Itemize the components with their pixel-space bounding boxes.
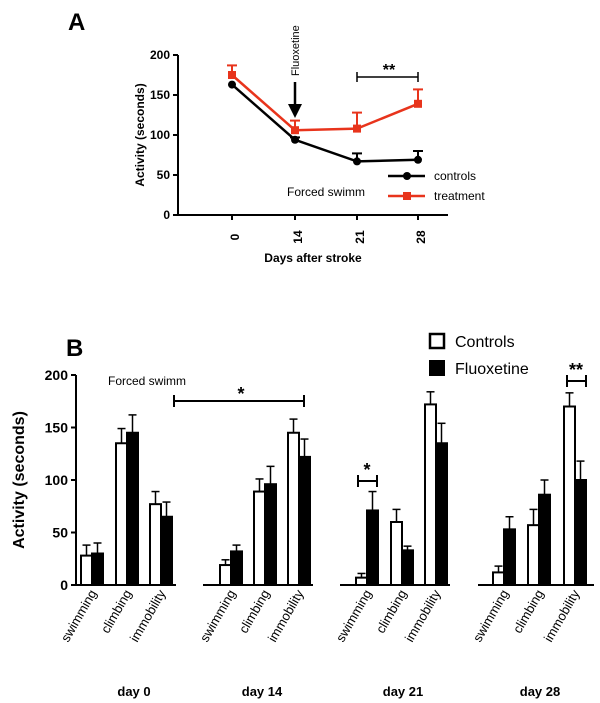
panel-b-category-label: swimming xyxy=(197,587,239,645)
panel-b-category-label: immobility xyxy=(541,587,583,645)
panel-b-controls-bar xyxy=(563,405,576,586)
panel-b-controls-bar xyxy=(527,524,540,587)
panel-b-legend-controls-swatch xyxy=(428,332,446,350)
panel-a-controls-point xyxy=(228,80,236,89)
panel-a-fluoxetine-label: Fluoxetine xyxy=(290,25,302,76)
panel-b-controls-bar xyxy=(424,403,437,586)
panel-b-y-tick-label: 50 xyxy=(52,525,68,541)
panel-a-fluoxetine-arrow-head xyxy=(288,104,302,118)
panel-b-category-label: swimming xyxy=(333,587,375,645)
panel-a-x-axis-label: Days after stroke xyxy=(264,251,362,265)
panel-a-controls-point xyxy=(291,135,299,144)
panel-b-controls-bar xyxy=(390,521,403,586)
panel-b-controls-bar xyxy=(219,564,232,586)
panel-b-category-label: climbing xyxy=(373,587,410,636)
panel-b-controls-bar xyxy=(80,554,93,586)
panel-b-fluoxetine-bar xyxy=(538,493,551,587)
panel-a-controls-point xyxy=(414,155,422,164)
panel-b-y-tick-label: 150 xyxy=(45,420,69,436)
panel-b-day-label: day 0 xyxy=(117,684,150,699)
panel-b-y-tick-label: 100 xyxy=(45,472,69,488)
panel-b-significance-label: * xyxy=(363,460,370,480)
panel-b-fluoxetine-bar xyxy=(126,431,139,586)
panel-a-annotation: Forced swimm xyxy=(287,185,365,199)
panel-b-day-label: day 14 xyxy=(242,684,283,699)
panel-a-x-tick-label: 0 xyxy=(228,233,242,240)
panel-b-fluoxetine-bar xyxy=(401,549,414,586)
panel-b-fluoxetine-bar xyxy=(160,515,173,586)
panel-a-y-tick-label: 50 xyxy=(157,168,171,182)
panel-b-significance-label: * xyxy=(237,384,244,404)
panel-b-legend-controls-label: Controls xyxy=(455,334,515,351)
panel-b-controls-bar xyxy=(115,442,128,586)
panel-b-controls-bar xyxy=(253,490,266,586)
panel-b-fluoxetine-bar xyxy=(91,552,104,586)
panel-a-y-axis-label: Activity (seconds) xyxy=(133,83,147,186)
panel-a-y-tick-label: 100 xyxy=(150,128,170,142)
panel-b-day-label: day 28 xyxy=(520,684,560,699)
panel-a-treatment-point xyxy=(291,126,299,135)
panel-a-controls-point xyxy=(353,157,361,166)
panel-b-day-label: day 21 xyxy=(383,684,423,699)
panel-b-controls-bar xyxy=(149,503,162,586)
panel-b-annotation: Forced swimm xyxy=(108,374,186,388)
panel-b-fluoxetine-bar xyxy=(264,483,277,587)
panel-b-fluoxetine-bar xyxy=(366,509,379,587)
panel-a-x-tick-label: 28 xyxy=(414,230,428,244)
panel-b-category-label: swimming xyxy=(58,587,100,645)
panel-b-category-label: swimming xyxy=(470,587,512,645)
panel-b-category-label: climbing xyxy=(98,587,135,636)
panel-a-treatment-line xyxy=(231,74,419,132)
panel-b-category-label: climbing xyxy=(236,587,273,636)
panel-a-y-tick-label: 0 xyxy=(163,208,170,222)
panel-a-y-tick-label: 150 xyxy=(150,88,170,102)
panel-a-x-tick-label: 14 xyxy=(291,230,305,244)
panel-b-fluoxetine-bar xyxy=(503,528,516,586)
panel-a-treatment-point xyxy=(353,124,361,133)
panel-b-controls-bar xyxy=(355,576,368,587)
panel-a-controls-line xyxy=(231,83,419,163)
panel-b-controls-bar xyxy=(492,571,505,587)
panel-b-y-tick-label: 200 xyxy=(45,367,69,383)
panel-b-y-tick-label: 0 xyxy=(60,577,68,593)
panel-b-fluoxetine-bar xyxy=(230,550,243,587)
panel-b-legend-fluoxetine-label: Fluoxetine xyxy=(455,361,529,378)
panel-a-treatment-point xyxy=(414,99,422,108)
panel-b-letter: B xyxy=(66,335,83,362)
panel-a-treatment-point xyxy=(228,71,236,79)
panel-b-fluoxetine-bar xyxy=(574,479,587,586)
panel-a-legend-treatment-label: treatment xyxy=(434,189,485,203)
panel-a-significance-label: ** xyxy=(383,62,396,79)
panel-a-legend-treatment-marker xyxy=(403,192,411,200)
panel-b-legend-fluoxetine-swatch xyxy=(429,360,445,376)
panel-a-x-tick-label: 21 xyxy=(353,230,367,244)
panel-b-category-label: climbing xyxy=(510,587,547,636)
panel-a-legend-controls-marker xyxy=(403,172,411,180)
panel-b-fluoxetine-bar xyxy=(435,442,448,586)
panel-b-fluoxetine-bar xyxy=(298,455,311,586)
panel-a-legend-controls-label: controls xyxy=(434,169,476,183)
panel-b-controls-bar xyxy=(287,431,300,586)
panel-b-significance-label: ** xyxy=(569,360,583,380)
panel-a-letter: A xyxy=(68,9,85,36)
panel-a-y-tick-label: 200 xyxy=(150,48,170,62)
panel-b-y-axis-label: Activity (seconds) xyxy=(11,411,28,549)
